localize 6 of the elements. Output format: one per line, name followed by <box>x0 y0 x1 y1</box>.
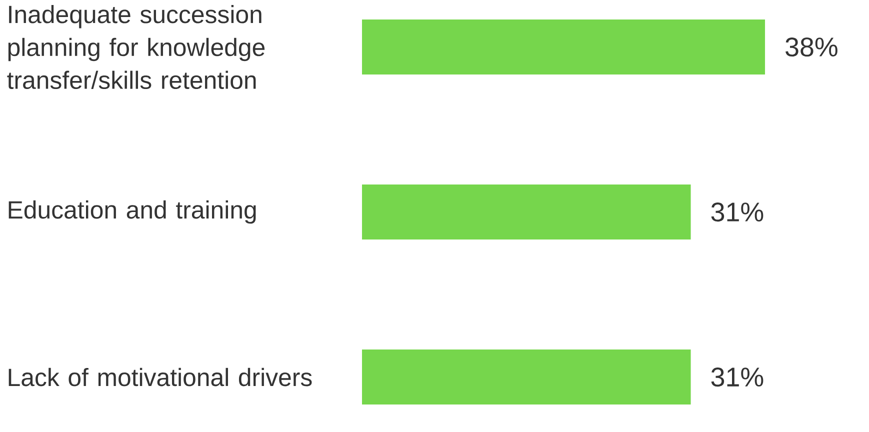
data-label: 31% <box>711 368 764 387</box>
data-label: 31% <box>711 202 764 222</box>
y-tick-label: Lack of motivational drivers <box>8 368 312 386</box>
data-label: 38% <box>786 38 838 57</box>
y-tick-label: Inadequate succession planning for knowledge transfer/skills retention <box>7 5 265 90</box>
y-tick-label: Education and training <box>8 200 256 224</box>
